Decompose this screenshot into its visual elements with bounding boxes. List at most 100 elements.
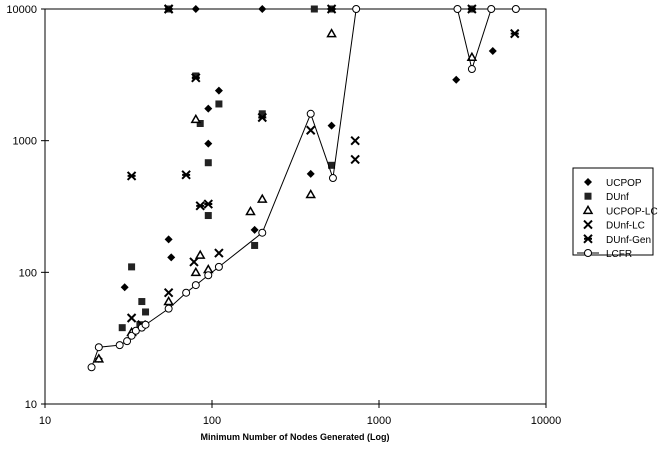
circle-marker	[204, 271, 213, 280]
x-marker	[306, 125, 316, 135]
triangle-marker	[245, 205, 256, 216]
star-marker	[583, 234, 593, 244]
y-tick-label: 1000	[13, 136, 37, 148]
legend-label: LCFR	[606, 249, 632, 260]
diamond-marker	[214, 86, 223, 95]
y-tick-label: 10000	[6, 4, 37, 16]
square-marker	[204, 212, 212, 220]
diamond-marker	[204, 104, 213, 113]
circle-marker	[306, 109, 315, 118]
circle-marker	[487, 5, 496, 13]
triangle-marker	[93, 353, 105, 363]
x-tick-label: 10000	[531, 415, 562, 427]
circle-marker	[123, 337, 132, 346]
x-tick-label: 100	[203, 415, 221, 427]
star-marker	[163, 4, 174, 14]
square-marker	[251, 241, 259, 249]
legend-label: DUnf	[606, 192, 629, 203]
star-marker	[191, 73, 201, 83]
x-marker	[163, 288, 174, 298]
star-marker	[181, 170, 191, 180]
circle-marker	[191, 281, 200, 290]
legend-label: DUnf-Gen	[606, 235, 651, 246]
series-lcfr	[87, 5, 520, 372]
x-marker	[350, 135, 360, 146]
square-marker	[142, 308, 150, 316]
triangle-marker	[163, 296, 174, 306]
x-tick-label: 10	[39, 415, 51, 427]
diamond-marker	[120, 283, 129, 292]
triangle-marker	[256, 193, 268, 203]
diamond-marker	[327, 121, 336, 130]
x-marker	[583, 219, 593, 230]
circle-marker	[87, 363, 96, 372]
star-marker	[126, 171, 137, 181]
legend-item: DUnf-LC	[583, 219, 645, 232]
square-marker	[328, 161, 336, 169]
diamond-marker	[452, 75, 461, 84]
star-marker	[195, 201, 205, 211]
star-marker	[257, 112, 267, 123]
x-marker	[189, 257, 199, 267]
legend-label: UCPOP-LC	[606, 206, 658, 217]
legend-item: LCFR	[577, 249, 632, 260]
circle-marker	[214, 262, 223, 271]
triangle-marker	[190, 266, 202, 277]
star-marker	[326, 4, 337, 14]
circle-marker	[94, 343, 103, 352]
diamond-marker	[250, 225, 259, 234]
x-marker	[214, 248, 224, 258]
series-ucpop-lc	[93, 28, 478, 363]
triangle-marker	[466, 51, 478, 62]
circle-marker	[115, 341, 124, 350]
square-marker	[310, 5, 318, 13]
circle-marker	[352, 5, 361, 13]
triangle-marker	[582, 204, 594, 215]
diamond-marker	[488, 46, 497, 55]
legend-item: DUnf	[584, 192, 629, 203]
y-tick-label: 100	[19, 267, 37, 279]
diamond-marker	[167, 253, 176, 262]
diamond-marker	[164, 235, 173, 244]
square-marker	[584, 192, 592, 200]
circle-marker	[258, 228, 267, 237]
legend-item: UCPOP-LC	[582, 204, 658, 217]
diamond-marker	[258, 5, 267, 13]
circle-marker	[164, 304, 173, 313]
triangle-marker	[326, 28, 337, 38]
y-tick-label: 10	[25, 399, 37, 411]
x-tick-label: 1000	[367, 415, 391, 427]
star-marker	[510, 28, 520, 39]
diamond-marker	[204, 139, 213, 148]
diamond-marker	[306, 169, 315, 178]
x-marker	[126, 313, 137, 323]
x-axis-label: Minimum Number of Nodes Generated (Log)	[200, 432, 389, 442]
circle-marker	[511, 5, 520, 13]
circle-marker	[453, 5, 462, 13]
square-marker	[192, 72, 200, 80]
circle-marker	[584, 249, 592, 257]
circle-marker	[141, 320, 150, 329]
diamond-marker	[191, 5, 200, 13]
diamond-marker	[584, 178, 592, 186]
circle-marker	[182, 288, 191, 297]
triangle-marker	[194, 249, 206, 259]
legend-item: UCPOP	[584, 178, 642, 189]
triangle-marker	[190, 113, 202, 124]
legend-item: DUnf-Gen	[583, 234, 651, 246]
square-marker	[215, 100, 223, 108]
square-marker	[204, 159, 212, 167]
legend-label: DUnf-LC	[606, 221, 645, 232]
star-marker	[203, 199, 213, 209]
legend: UCPOP DUnf UCPOP-LC DUnf-LC DUnf-Gen LCFR	[572, 167, 658, 260]
square-marker	[138, 298, 146, 306]
series-dunf-gen	[126, 4, 520, 211]
circle-marker	[127, 331, 136, 340]
circle-marker	[467, 65, 476, 74]
star-marker	[467, 4, 477, 14]
legend-label: UCPOP	[606, 178, 642, 189]
square-marker	[196, 120, 204, 128]
x-marker	[350, 154, 360, 165]
circle-marker	[328, 174, 337, 183]
